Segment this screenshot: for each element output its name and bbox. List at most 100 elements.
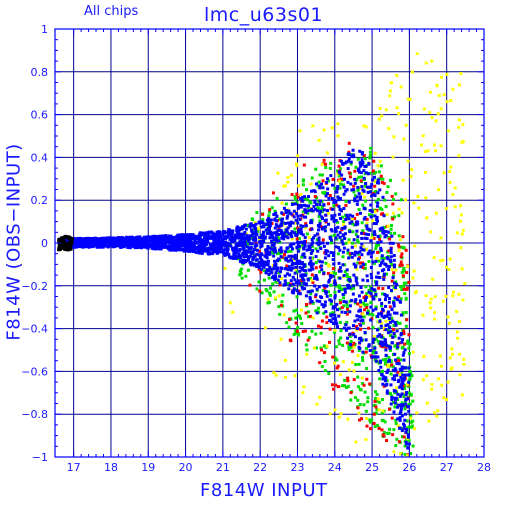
data-point bbox=[403, 404, 407, 408]
data-point bbox=[284, 266, 288, 270]
data-point bbox=[261, 230, 265, 234]
data-point bbox=[238, 259, 242, 263]
data-point bbox=[406, 446, 410, 450]
data-point bbox=[274, 223, 278, 227]
data-point bbox=[312, 189, 316, 193]
data-point bbox=[364, 437, 368, 441]
data-point bbox=[357, 309, 361, 313]
data-point bbox=[299, 227, 303, 231]
data-point bbox=[348, 334, 352, 338]
data-point bbox=[393, 231, 397, 235]
data-point bbox=[174, 245, 178, 249]
data-point bbox=[359, 179, 363, 183]
data-point bbox=[270, 267, 274, 271]
data-point bbox=[159, 236, 163, 240]
data-point bbox=[365, 417, 369, 421]
data-point bbox=[396, 379, 400, 383]
data-point bbox=[255, 233, 259, 237]
data-point bbox=[385, 389, 389, 393]
data-point bbox=[289, 249, 293, 253]
data-point bbox=[402, 281, 406, 285]
data-point bbox=[451, 294, 455, 298]
data-point bbox=[370, 192, 374, 196]
data-point bbox=[328, 273, 332, 277]
data-point bbox=[211, 231, 215, 235]
data-point bbox=[457, 118, 461, 122]
data-point bbox=[371, 295, 375, 299]
data-point bbox=[458, 219, 462, 223]
data-point bbox=[323, 300, 327, 304]
data-point bbox=[428, 230, 432, 234]
data-point bbox=[209, 230, 213, 234]
data-point bbox=[337, 212, 341, 216]
data-point bbox=[231, 248, 235, 252]
data-point bbox=[262, 265, 266, 269]
data-point bbox=[325, 284, 329, 288]
data-point bbox=[226, 241, 230, 245]
data-point bbox=[291, 275, 295, 279]
data-point bbox=[234, 244, 238, 248]
data-point bbox=[315, 238, 319, 242]
data-point bbox=[320, 207, 324, 211]
data-point bbox=[383, 314, 387, 318]
data-point bbox=[382, 384, 386, 388]
data-point bbox=[311, 236, 315, 240]
data-point bbox=[318, 299, 322, 303]
data-point bbox=[376, 241, 380, 245]
data-point bbox=[310, 176, 314, 180]
y-tick-label: −0.6 bbox=[21, 365, 48, 378]
data-point bbox=[398, 452, 402, 456]
data-point bbox=[229, 237, 233, 241]
data-point bbox=[370, 355, 374, 359]
data-point bbox=[354, 440, 358, 444]
data-point bbox=[380, 207, 384, 211]
data-point bbox=[381, 398, 385, 402]
data-point bbox=[288, 224, 292, 228]
data-point bbox=[382, 181, 386, 185]
data-point bbox=[254, 264, 258, 268]
data-point bbox=[425, 216, 429, 220]
data-point bbox=[389, 227, 393, 231]
data-point bbox=[404, 297, 408, 301]
data-point bbox=[322, 225, 326, 229]
data-point bbox=[314, 247, 318, 251]
data-point bbox=[342, 233, 346, 237]
y-tick-label: 1 bbox=[41, 23, 48, 36]
data-point bbox=[182, 249, 186, 253]
data-point bbox=[364, 296, 368, 300]
data-point bbox=[426, 149, 430, 153]
data-point bbox=[364, 199, 368, 203]
data-point bbox=[447, 321, 451, 325]
data-point bbox=[338, 248, 342, 252]
data-point bbox=[233, 239, 237, 243]
data-point bbox=[401, 381, 405, 385]
data-point bbox=[381, 307, 385, 311]
data-point bbox=[78, 245, 82, 249]
data-point bbox=[332, 262, 336, 266]
data-point bbox=[304, 215, 308, 219]
data-point bbox=[188, 240, 192, 244]
data-point bbox=[274, 276, 278, 280]
data-point bbox=[279, 303, 283, 307]
data-point bbox=[86, 242, 90, 246]
data-point bbox=[293, 374, 297, 378]
data-point bbox=[373, 184, 377, 188]
data-point bbox=[267, 231, 271, 235]
data-point bbox=[398, 321, 402, 325]
data-point bbox=[333, 356, 337, 360]
data-point bbox=[369, 190, 373, 194]
data-point bbox=[278, 283, 282, 287]
data-point bbox=[273, 246, 277, 250]
data-point bbox=[393, 352, 397, 356]
data-point bbox=[375, 275, 379, 279]
data-point bbox=[385, 379, 389, 383]
data-point bbox=[257, 227, 261, 231]
data-point bbox=[303, 242, 307, 246]
data-point bbox=[199, 234, 203, 238]
data-point bbox=[336, 172, 340, 176]
data-point bbox=[333, 317, 337, 321]
data-point bbox=[339, 159, 343, 163]
data-point bbox=[214, 240, 218, 244]
data-point bbox=[60, 236, 65, 241]
data-point bbox=[267, 228, 271, 232]
